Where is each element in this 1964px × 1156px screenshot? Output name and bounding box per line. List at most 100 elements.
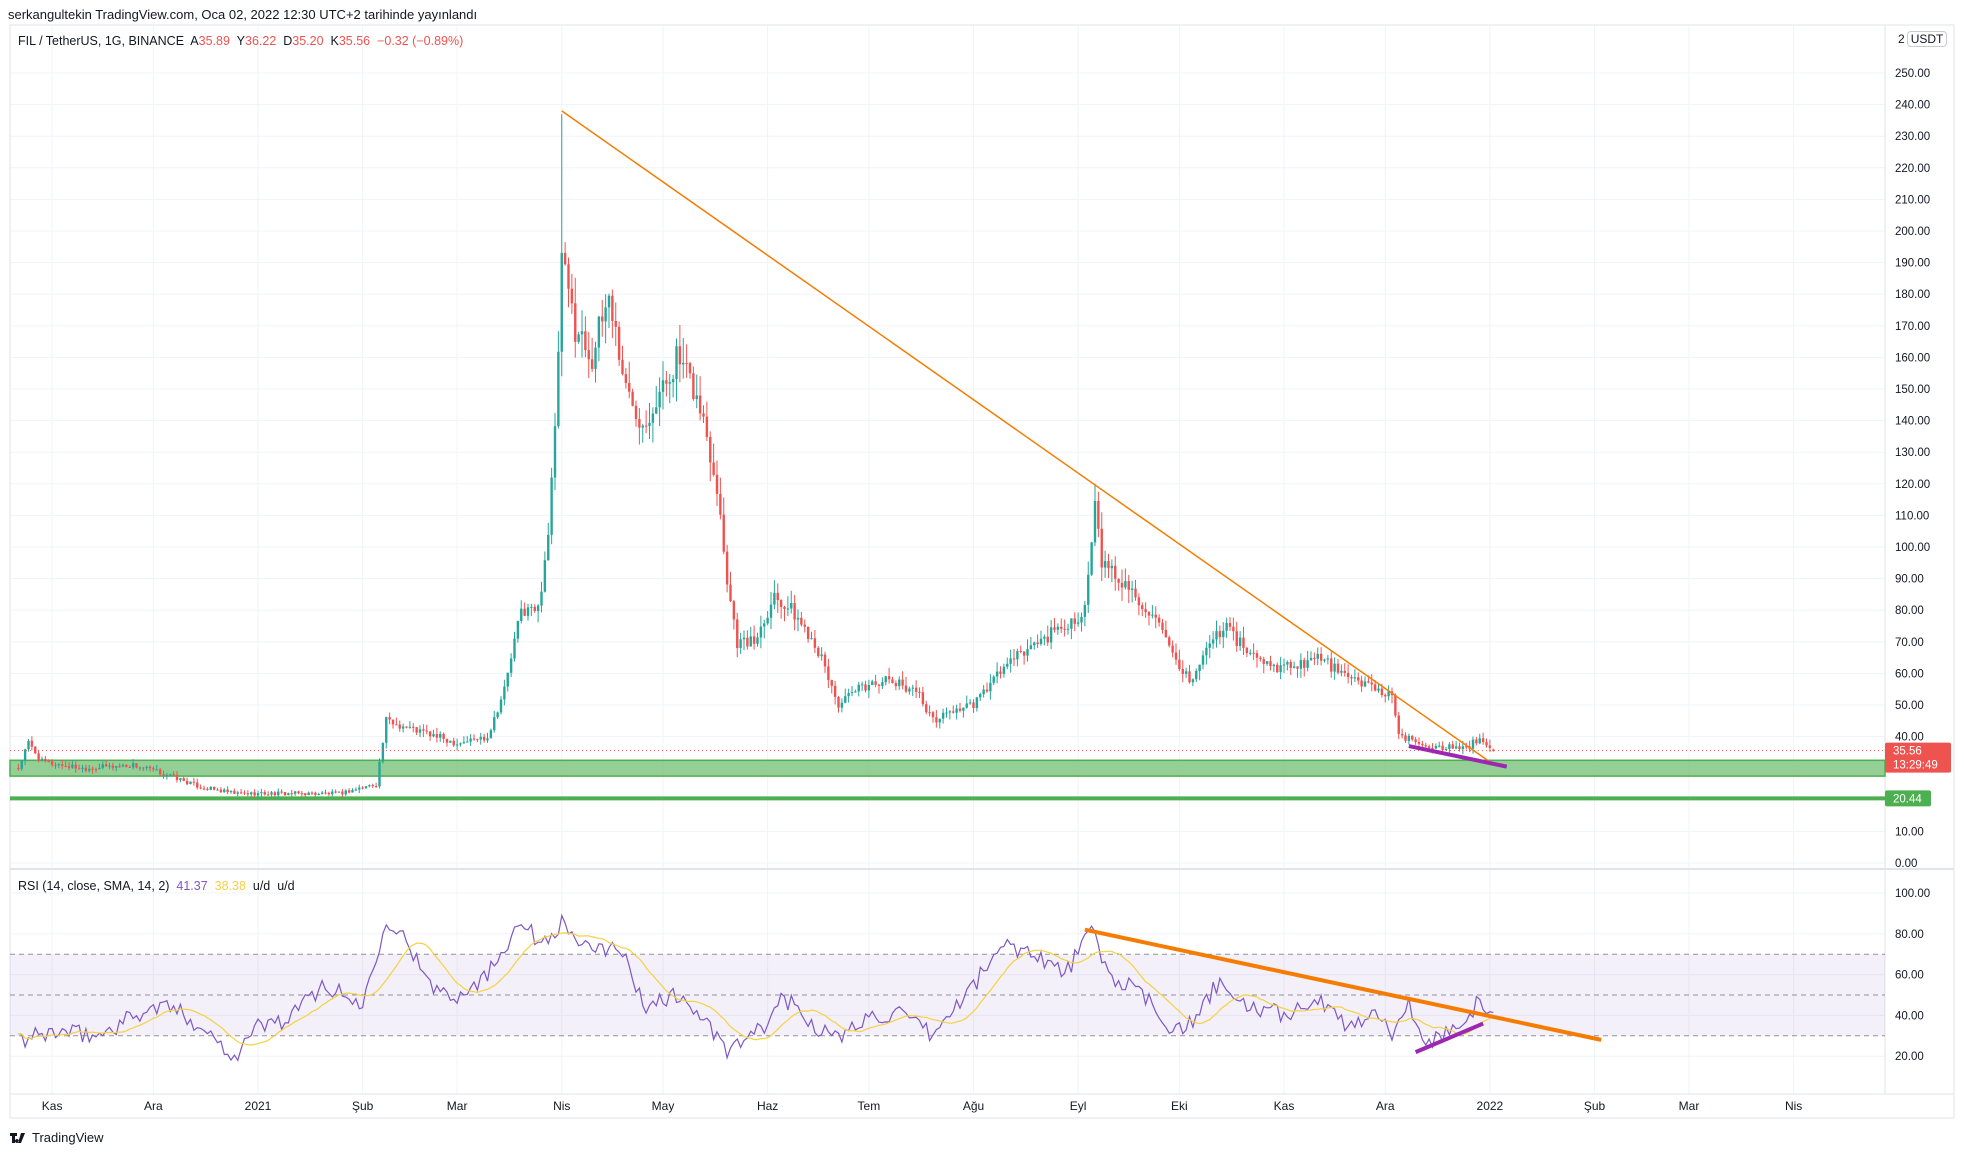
candle-body: [1434, 746, 1438, 749]
candle-countdown: 13:29:49: [1893, 760, 1938, 772]
candle-body: [547, 534, 550, 561]
candle-body: [476, 739, 479, 741]
candle-body: [435, 734, 439, 738]
rsi-title[interactable]: RSI (14, close, SMA, 14, 2): [18, 879, 170, 893]
candle-body: [921, 692, 925, 705]
candle-body: [651, 413, 655, 423]
price-axis-label: 10.00: [1895, 826, 1924, 838]
candle-body: [658, 391, 661, 408]
candle-body: [1353, 677, 1357, 679]
candle-body: [1485, 742, 1488, 746]
candle-body: [428, 731, 432, 737]
candle-body: [1481, 738, 1485, 743]
candle-body: [1164, 629, 1168, 638]
candle-body: [1350, 677, 1353, 679]
candle-body: [442, 733, 445, 739]
candle-body: [64, 765, 67, 767]
time-axis-label: Ara: [144, 1099, 163, 1113]
candles: [17, 114, 1495, 799]
last-price-value: 35.56: [1893, 746, 1922, 758]
candle-body: [1012, 658, 1016, 660]
candle-body: [499, 699, 503, 713]
rsi-lower-value: u/d: [277, 879, 295, 893]
candle-body: [837, 696, 840, 708]
candle-body: [982, 689, 985, 695]
candle-body: [1222, 630, 1225, 638]
candle-body: [938, 718, 941, 723]
candle-body: [125, 764, 128, 767]
candle-body: [131, 763, 135, 768]
candle-body: [54, 764, 57, 766]
candle-body: [553, 426, 557, 478]
candle-body: [874, 681, 877, 685]
symbol-title[interactable]: FIL / TetherUS, 1G, BINANCE: [18, 34, 185, 48]
candle-body: [432, 734, 435, 737]
price-axis-label: 250.00: [1895, 68, 1930, 80]
close-value: 35.56: [338, 34, 371, 48]
rsi-axis-label: 40.00: [1895, 1010, 1924, 1022]
candle-body: [563, 252, 567, 265]
price-axis-label: 150.00: [1895, 384, 1930, 396]
candle-body: [702, 413, 705, 417]
candle-body: [94, 769, 98, 771]
currency-label[interactable]: USDT: [1906, 31, 1948, 47]
candle-body: [887, 676, 891, 680]
candle-body: [1451, 744, 1454, 749]
candle-body: [557, 351, 560, 427]
candle-body: [864, 684, 867, 691]
candle-body: [1087, 574, 1090, 605]
candle-body: [688, 363, 692, 374]
candle-body: [1002, 666, 1006, 674]
time-axis-label: Mar: [447, 1099, 468, 1113]
candle-body: [1238, 637, 1242, 646]
candle-body: [388, 717, 391, 720]
candle-body: [759, 626, 763, 638]
price-axis-label: 130.00: [1895, 447, 1930, 459]
candle-body: [1252, 652, 1255, 654]
candle-body: [71, 764, 74, 768]
candle-body: [226, 789, 229, 793]
currency-selector[interactable]: 2 USDT: [1898, 31, 1948, 47]
candle-body: [250, 792, 253, 795]
price-trendline: [561, 110, 1491, 763]
candle-body: [736, 619, 739, 649]
candle-body: [1039, 638, 1043, 645]
candle-body: [91, 768, 94, 770]
candle-body: [1319, 653, 1323, 661]
support-level-value: 20.44: [1893, 793, 1922, 805]
candle-body: [671, 379, 675, 383]
candle-body: [212, 786, 216, 790]
candle-body: [749, 636, 752, 647]
candle-body: [1269, 661, 1272, 667]
price-axis-label: 190.00: [1895, 258, 1930, 270]
candle-body: [1063, 628, 1066, 630]
candle-body: [310, 792, 314, 794]
candle-body: [1404, 735, 1407, 741]
candle-body: [1363, 681, 1367, 687]
candle-body: [833, 685, 837, 697]
candle-body: [273, 792, 277, 796]
candle-body: [617, 326, 621, 360]
candle-body: [891, 679, 894, 684]
candle-body: [972, 702, 975, 709]
candle-body: [293, 791, 297, 794]
candle-body: [854, 691, 857, 693]
price-axis-label: 220.00: [1895, 163, 1930, 175]
candle-body: [503, 686, 506, 700]
price-axis-label: 50.00: [1895, 700, 1924, 712]
candle-body: [121, 764, 125, 767]
candle-body: [655, 407, 658, 414]
candle-body: [871, 681, 874, 686]
candle-body: [786, 608, 790, 610]
candle-body: [17, 768, 20, 770]
footer-brand[interactable]: TradingView: [10, 1130, 104, 1145]
candle-body: [1276, 664, 1279, 673]
candle-body: [341, 791, 344, 795]
candle-body: [1144, 609, 1147, 613]
candle-body: [1178, 659, 1181, 669]
candle-body: [604, 307, 607, 322]
candle-body: [611, 295, 614, 321]
candle-body: [1120, 582, 1124, 588]
candle-body: [317, 793, 320, 795]
